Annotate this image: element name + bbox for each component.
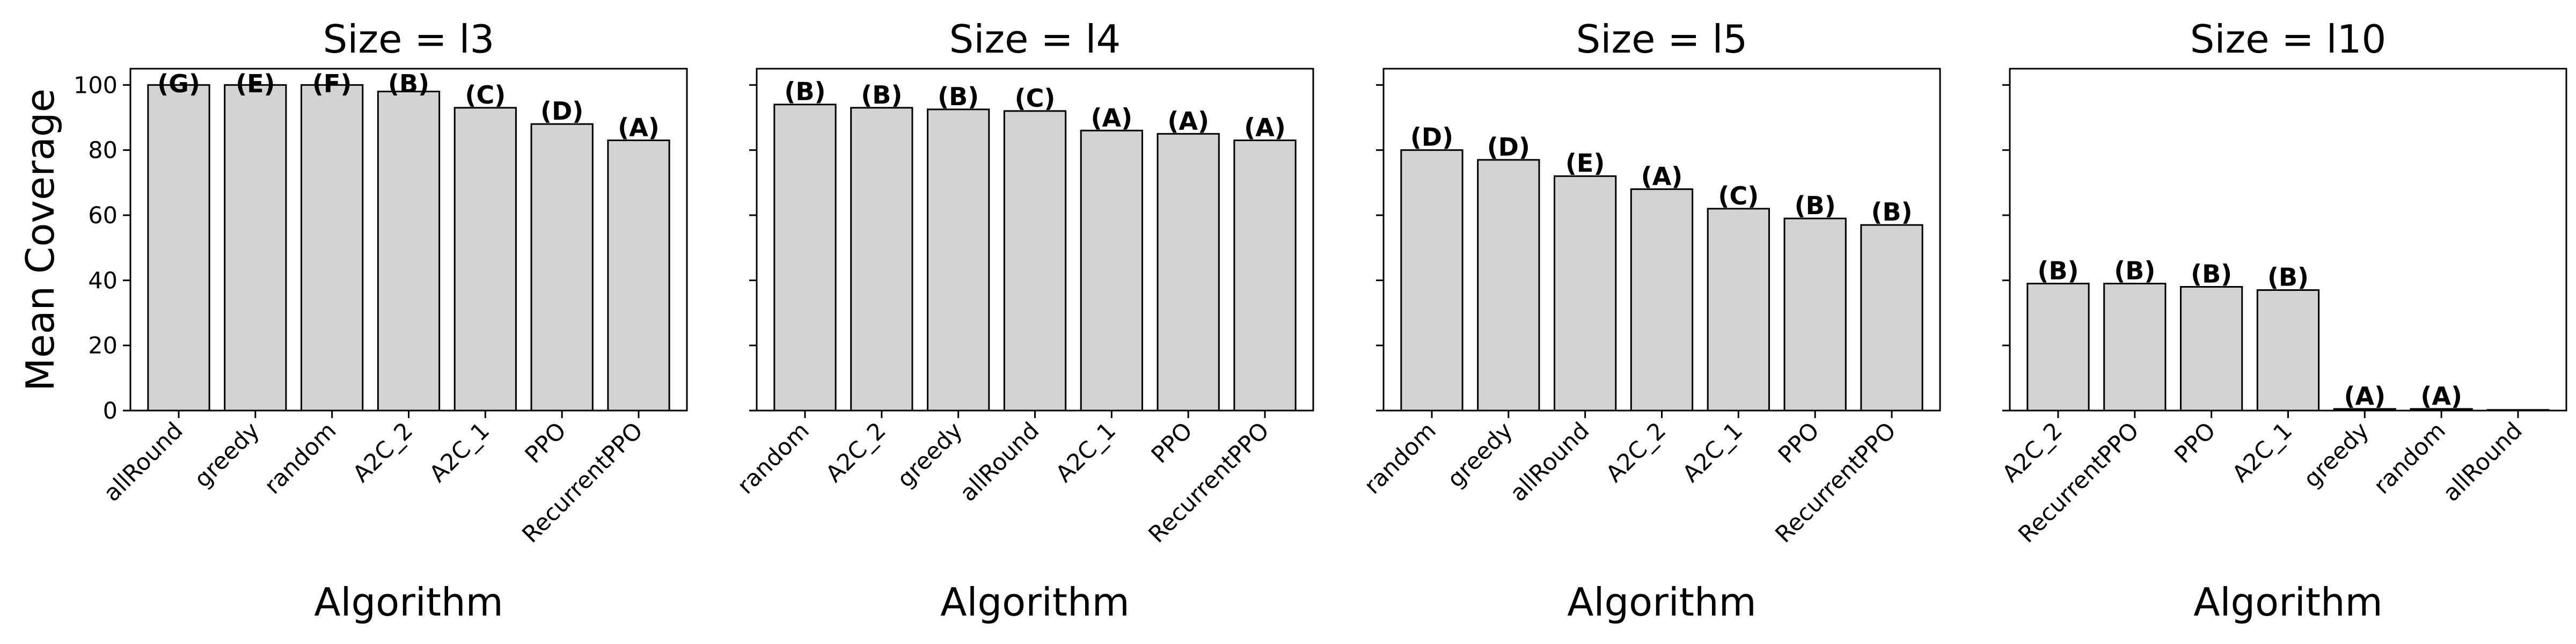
x-tick-label: greedy xyxy=(892,417,968,493)
bar xyxy=(2026,282,2090,412)
x-tick-label: random xyxy=(259,417,341,499)
data-label: (C) xyxy=(1015,84,1056,113)
x-tick-label: allRound xyxy=(955,417,1044,507)
bar xyxy=(2256,289,2320,412)
data-label: (A) xyxy=(1641,162,1683,191)
x-tick-label: PPO xyxy=(2169,417,2221,469)
x-axis-label: Algorithm xyxy=(940,580,1130,625)
x-tick-label: allRound xyxy=(1505,417,1594,507)
data-label: (E) xyxy=(1565,149,1605,178)
data-label: (B) xyxy=(2114,256,2155,285)
data-label: (A) xyxy=(1167,106,1209,135)
x-tick-label: greedy xyxy=(1442,417,1518,493)
y-tick-label: 100 xyxy=(74,72,118,99)
data-label: (F) xyxy=(312,69,352,98)
x-tick-label: A2C_2 xyxy=(1997,417,2067,487)
data-label: (A) xyxy=(2344,382,2386,411)
bar xyxy=(301,84,364,412)
data-label: (B) xyxy=(2191,259,2232,288)
x-tick-label: A2C_1 xyxy=(2227,417,2297,487)
x-axis-label: Algorithm xyxy=(2193,580,2383,625)
data-label: (G) xyxy=(157,69,200,98)
x-tick-label: PPO xyxy=(520,417,572,469)
bar xyxy=(377,90,441,412)
bar xyxy=(453,107,517,412)
x-tick-label: A2C_1 xyxy=(1051,417,1121,487)
data-label: (B) xyxy=(2267,263,2309,292)
bar xyxy=(927,108,990,412)
bar xyxy=(1477,159,1540,412)
data-label: (D) xyxy=(540,97,583,126)
y-tick-label: 0 xyxy=(103,398,118,425)
x-tick-label: A2C_2 xyxy=(821,417,891,487)
data-label: (A) xyxy=(618,113,660,142)
x-tick-label: random xyxy=(1359,417,1441,499)
data-label: (E) xyxy=(236,69,275,98)
x-tick-label: A2C_1 xyxy=(1678,417,1748,487)
bar xyxy=(1783,217,1847,412)
bar xyxy=(1157,133,1220,412)
x-tick-label: greedy xyxy=(2299,417,2374,493)
bar xyxy=(2103,282,2167,412)
panel-title: Size = l3 xyxy=(323,17,495,62)
data-label: (C) xyxy=(465,80,506,109)
x-tick-label: A2C_2 xyxy=(348,417,418,487)
data-label: (D) xyxy=(1410,123,1453,152)
panel-title: Size = l10 xyxy=(2190,17,2387,62)
x-axis-label: Algorithm xyxy=(1567,580,1757,625)
x-tick-label: random xyxy=(732,417,814,499)
data-label: (B) xyxy=(1871,197,1912,226)
x-tick-label: allRound xyxy=(99,417,188,507)
x-tick-label: allRound xyxy=(2438,417,2528,507)
data-label: (B) xyxy=(388,69,429,98)
y-tick-label: 40 xyxy=(88,267,118,294)
bar xyxy=(1080,129,1143,412)
data-label: (B) xyxy=(1795,191,1836,220)
x-tick-label: A2C_2 xyxy=(1601,417,1671,487)
bar xyxy=(2180,286,2243,412)
data-label: (D) xyxy=(1487,133,1530,162)
x-tick-label: greedy xyxy=(189,417,265,493)
y-axis-label: Mean Coverage xyxy=(18,89,63,391)
data-label: (B) xyxy=(861,80,902,109)
y-tick-label: 60 xyxy=(88,202,118,229)
y-tick-label: 80 xyxy=(88,137,118,164)
bar xyxy=(773,104,837,412)
y-tick-label: 20 xyxy=(88,333,118,360)
data-label: (B) xyxy=(938,82,979,111)
data-label: (C) xyxy=(1718,181,1759,210)
x-tick-label: PPO xyxy=(1773,417,1825,469)
bar xyxy=(1400,149,1463,412)
bar xyxy=(850,107,913,412)
data-label: (B) xyxy=(784,77,825,106)
x-axis-label: Algorithm xyxy=(314,580,503,625)
data-label: (A) xyxy=(1244,113,1286,142)
bar xyxy=(1630,188,1694,412)
panel-title: Size = l4 xyxy=(949,17,1121,62)
data-label: (B) xyxy=(2037,256,2079,285)
bar xyxy=(1003,110,1067,412)
bar xyxy=(1233,139,1297,412)
bar xyxy=(607,139,670,412)
bar xyxy=(224,84,287,412)
data-label: (A) xyxy=(2420,382,2462,411)
bar xyxy=(1554,175,1617,412)
data-label: (A) xyxy=(1091,103,1133,132)
x-tick-label: PPO xyxy=(1146,417,1198,469)
bar xyxy=(1860,224,1923,412)
bar xyxy=(1707,208,1770,412)
panel-title: Size = l5 xyxy=(1576,17,1748,62)
x-tick-label: A2C_1 xyxy=(425,417,495,487)
bar xyxy=(147,84,210,412)
bar xyxy=(530,123,594,412)
